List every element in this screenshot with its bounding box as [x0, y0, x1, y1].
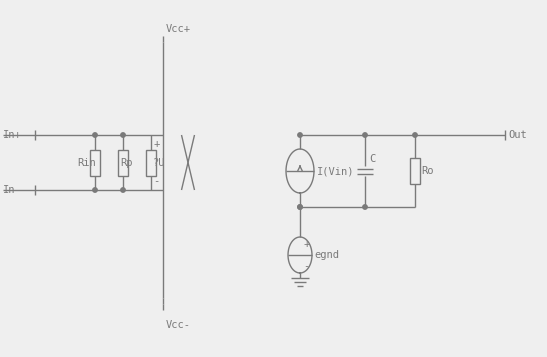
Text: In-: In- — [3, 185, 22, 195]
Circle shape — [93, 188, 97, 192]
Text: +: + — [153, 139, 159, 149]
Circle shape — [363, 205, 367, 209]
Text: In+: In+ — [3, 130, 22, 140]
Text: +: + — [303, 239, 309, 249]
Bar — [118, 150, 128, 176]
Bar — [90, 150, 100, 176]
Text: C: C — [369, 154, 375, 164]
Circle shape — [413, 133, 417, 137]
Text: -: - — [303, 261, 309, 271]
Text: ?U: ?U — [153, 157, 166, 167]
Text: egnd: egnd — [314, 250, 339, 260]
Bar — [146, 150, 156, 176]
Circle shape — [298, 205, 302, 209]
Text: Rp: Rp — [120, 157, 132, 167]
Text: I(Vin): I(Vin) — [317, 166, 354, 176]
Text: Ro: Ro — [421, 166, 434, 176]
Circle shape — [93, 133, 97, 137]
Circle shape — [121, 133, 125, 137]
Text: Vcc+: Vcc+ — [166, 24, 191, 34]
Circle shape — [363, 133, 367, 137]
Text: Rin: Rin — [77, 157, 96, 167]
Circle shape — [121, 188, 125, 192]
Text: Out: Out — [508, 130, 527, 140]
Text: -: - — [153, 176, 159, 186]
Bar — [410, 158, 420, 184]
Circle shape — [298, 133, 302, 137]
Text: Vcc-: Vcc- — [166, 320, 191, 330]
Circle shape — [298, 205, 302, 209]
